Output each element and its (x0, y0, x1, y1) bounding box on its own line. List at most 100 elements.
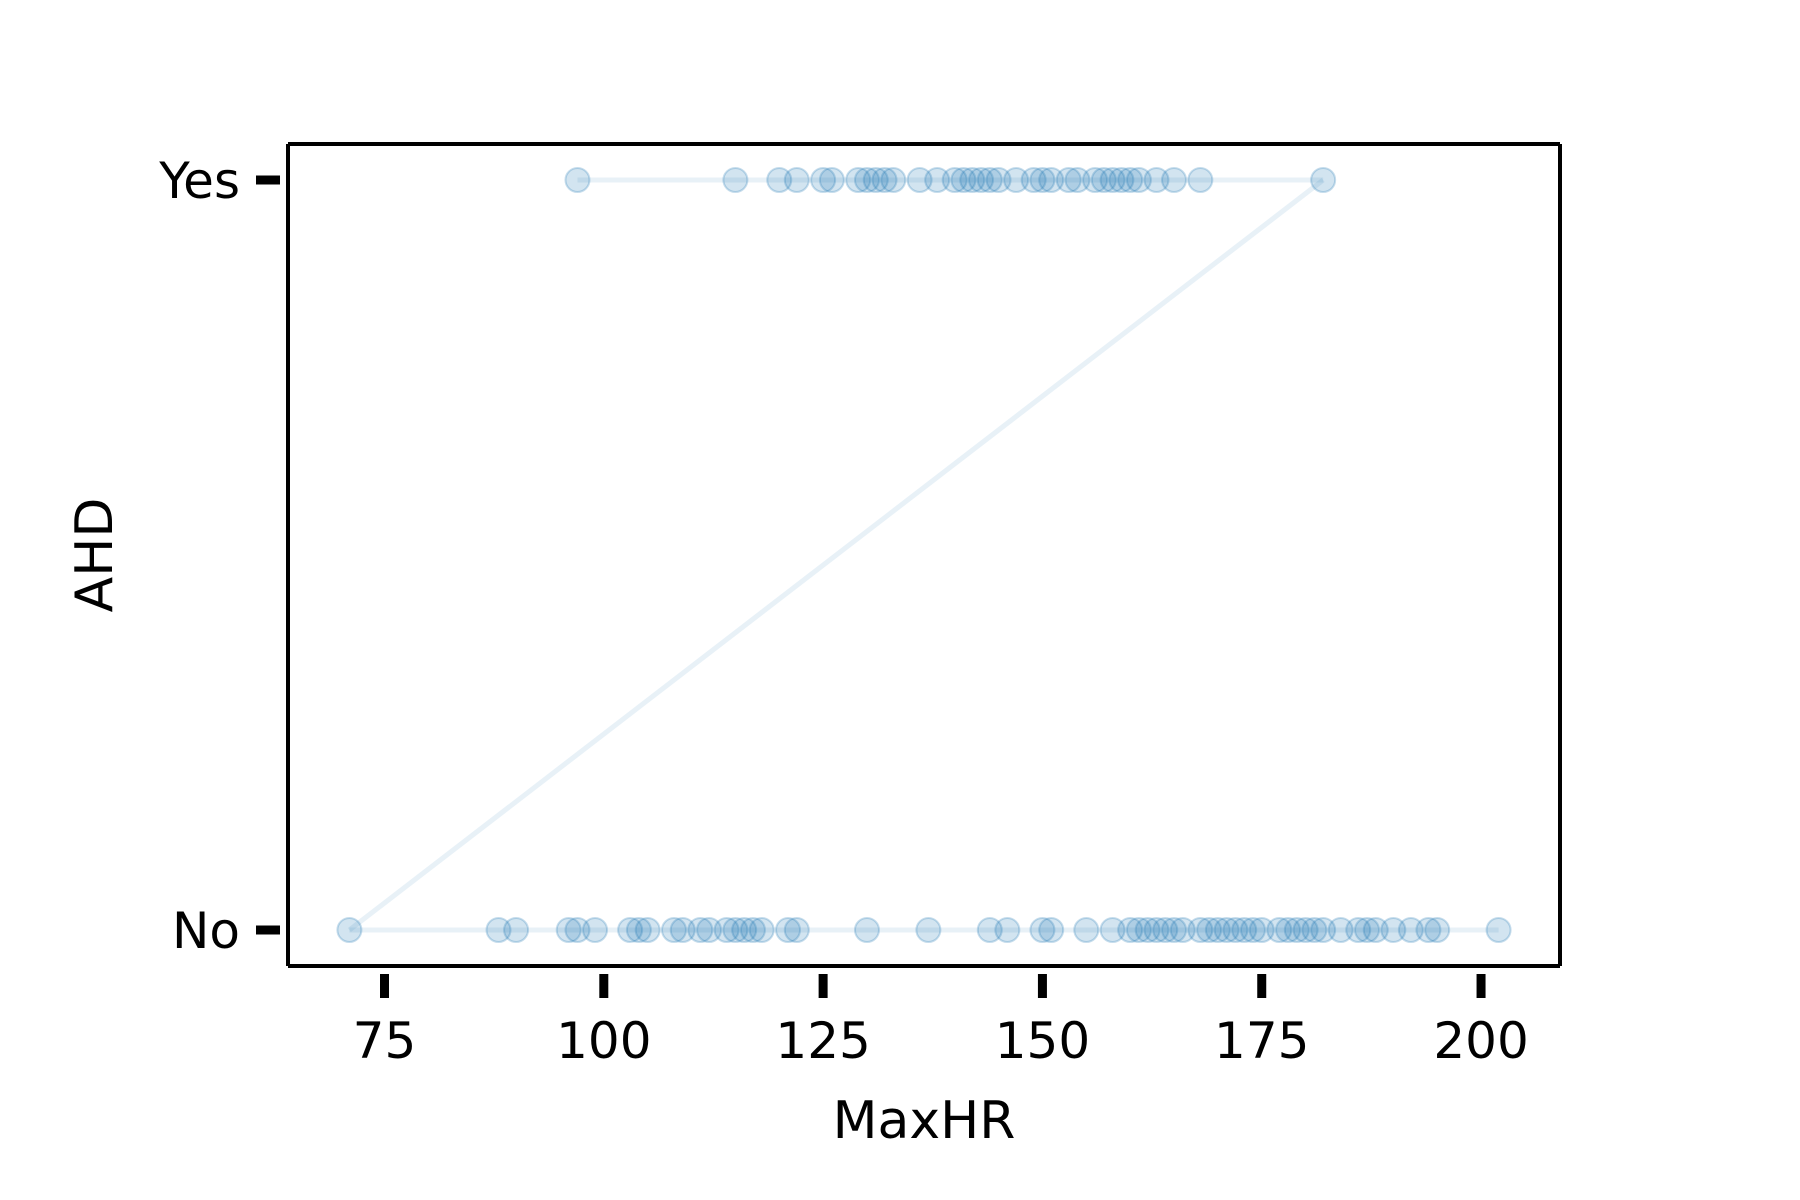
data-point (555, 917, 582, 943)
data-point (976, 167, 1003, 193)
data-point (1117, 917, 1144, 943)
data-point (1029, 917, 1056, 943)
data-point (994, 917, 1021, 943)
data-point (582, 917, 609, 943)
data-point (1354, 917, 1381, 943)
data-point (1020, 167, 1047, 193)
data-point (1099, 917, 1126, 943)
data-point (748, 917, 775, 943)
data-point (915, 917, 942, 943)
data-point (1108, 167, 1135, 193)
data-point (985, 167, 1012, 193)
data-point (1248, 917, 1275, 943)
data-point (564, 917, 591, 943)
data-point (1239, 917, 1266, 943)
data-point (564, 167, 591, 193)
data-point (1125, 167, 1152, 193)
data-point (1213, 917, 1240, 943)
data-point (845, 167, 872, 193)
data-point (924, 167, 951, 193)
data-point (1169, 917, 1196, 943)
data-point (1397, 917, 1424, 943)
x-axis-ticks: 75 100 125 150 175 200 (353, 974, 1529, 1070)
data-point (968, 167, 995, 193)
series-lines (347, 177, 1499, 933)
data-point (669, 917, 696, 943)
data-point (1362, 917, 1389, 943)
data-point (617, 917, 644, 943)
data-point (1187, 917, 1214, 943)
data-point (1152, 917, 1179, 943)
data-point (1082, 167, 1109, 193)
data-point (1283, 917, 1310, 943)
data-point (696, 917, 723, 943)
data-point (1161, 167, 1188, 193)
x-tick-label: 175 (1214, 1012, 1309, 1070)
series-points (336, 167, 1512, 943)
data-point (1231, 917, 1258, 943)
data-point (976, 917, 1003, 943)
x-tick-label: 150 (995, 1012, 1090, 1070)
y-tick-label: Yes (158, 152, 240, 210)
data-point (1161, 917, 1188, 943)
data-point (1196, 917, 1223, 943)
data-point (1187, 167, 1214, 193)
data-point (941, 167, 968, 193)
data-point (1485, 917, 1512, 943)
data-point (1310, 917, 1337, 943)
data-point (810, 167, 837, 193)
data-point (1345, 917, 1372, 943)
data-point (1301, 917, 1328, 943)
data-point (1125, 917, 1152, 943)
data-point (818, 167, 845, 193)
data-point (1222, 917, 1249, 943)
data-point (1310, 167, 1337, 193)
data-point (1380, 917, 1407, 943)
data-point (1038, 167, 1065, 193)
data-point (1292, 917, 1319, 943)
data-point (1055, 167, 1082, 193)
data-point (1117, 167, 1144, 193)
data-point (739, 917, 766, 943)
data-point (1204, 917, 1231, 943)
data-point (687, 917, 714, 943)
data-point (1064, 167, 1091, 193)
data-point (862, 167, 889, 193)
data-point (1415, 917, 1442, 943)
data-point (1003, 167, 1030, 193)
x-tick-label: 100 (556, 1012, 651, 1070)
data-point (1090, 167, 1117, 193)
series-line-segment (347, 178, 1325, 932)
data-point (853, 167, 880, 193)
data-point (336, 917, 363, 943)
data-point (775, 917, 802, 943)
data-point (722, 167, 749, 193)
data-point (871, 167, 898, 193)
x-tick-label: 200 (1433, 1012, 1528, 1070)
data-point (1029, 167, 1056, 193)
data-point (713, 917, 740, 943)
axes (286, 142, 1562, 968)
data-point (634, 917, 661, 943)
data-point (1266, 917, 1293, 943)
data-point (485, 917, 512, 943)
data-point (1073, 917, 1100, 943)
data-point (1327, 917, 1354, 943)
data-point (1038, 917, 1065, 943)
data-point (1143, 917, 1170, 943)
data-point (880, 167, 907, 193)
data-point (766, 167, 793, 193)
data-point (1275, 917, 1302, 943)
data-point (783, 917, 810, 943)
data-point (906, 167, 933, 193)
data-point (1099, 167, 1126, 193)
data-point (731, 917, 758, 943)
data-point (950, 167, 977, 193)
x-tick-label: 125 (775, 1012, 870, 1070)
data-point (503, 917, 530, 943)
data-point (1134, 917, 1161, 943)
y-tick-label: No (172, 902, 240, 960)
x-axis-label: MaxHR (833, 1091, 1016, 1151)
y-axis-ticks: No Yes (158, 152, 280, 960)
